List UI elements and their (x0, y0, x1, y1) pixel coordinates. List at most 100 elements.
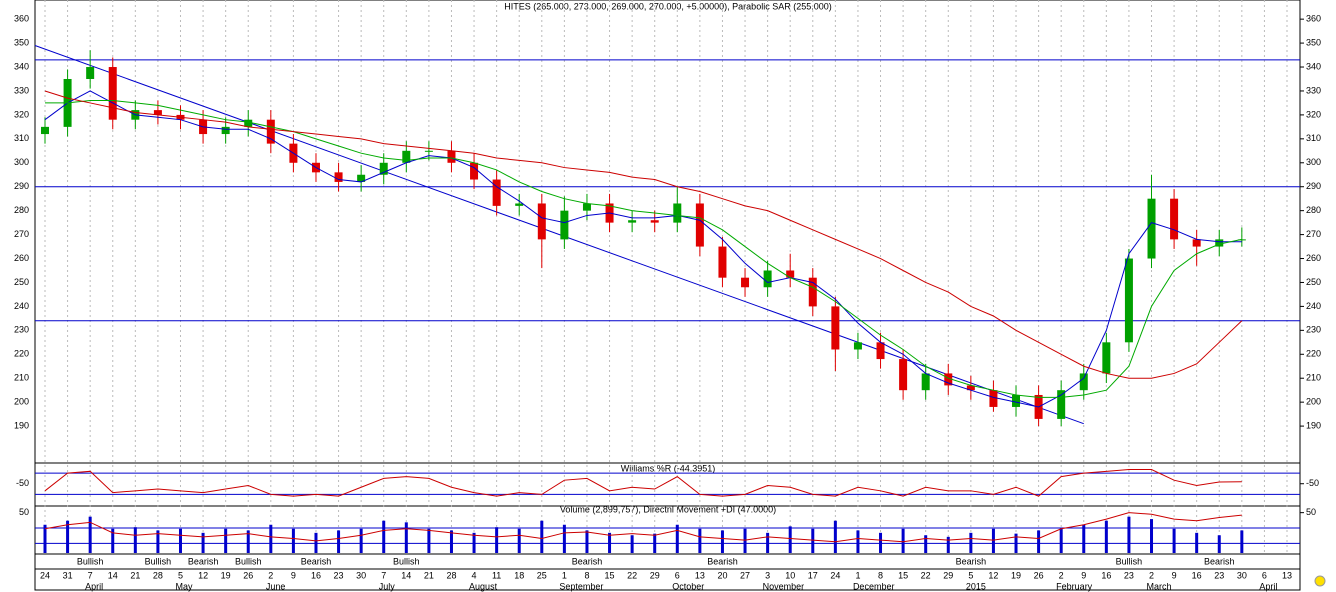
x-tick-label: 10 (785, 570, 795, 580)
volume-bar (1217, 535, 1221, 553)
volume-bar (946, 536, 950, 553)
x-tick-label: 12 (988, 570, 998, 580)
x-tick-label: 29 (650, 570, 660, 580)
candle-body (741, 277, 750, 288)
volume-bar (743, 528, 747, 553)
volume-bar (766, 532, 770, 553)
y-tick-label: 260 (14, 253, 29, 263)
y-tick-label-right: 310 (1306, 133, 1321, 143)
month-label: May (175, 581, 193, 591)
y-tick-label-right: 280 (1306, 205, 1321, 215)
candle-body (989, 390, 998, 407)
x-tick-label: 7 (88, 570, 93, 580)
candle-body (492, 179, 501, 206)
x-tick-label: 29 (943, 570, 953, 580)
volume-bar (675, 524, 679, 553)
candle-body (1170, 198, 1179, 240)
month-label: December (853, 581, 895, 591)
candle-body (944, 373, 953, 386)
y-tick-label-right: 230 (1306, 325, 1321, 335)
x-tick-label: 2 (268, 570, 273, 580)
status-icon (1314, 575, 1326, 587)
y-tick-label: 320 (14, 109, 29, 119)
volume-bar (653, 533, 657, 553)
x-tick-label: 24 (830, 570, 840, 580)
volume-bar (156, 530, 160, 553)
x-tick-label: 21 (130, 570, 140, 580)
x-tick-label: 4 (472, 570, 477, 580)
volume-bar (879, 532, 883, 553)
volume-bar (856, 530, 860, 553)
x-tick-label: 13 (1282, 570, 1292, 580)
x-tick-label: 11 (492, 570, 501, 580)
y-tick-label: 350 (14, 37, 29, 47)
candle-body (447, 150, 456, 163)
volume-bar (359, 528, 363, 553)
di-line (44, 512, 1242, 543)
x-tick-label: 23 (1214, 570, 1224, 580)
x-tick-label: 18 (514, 570, 524, 580)
volume-bar (1240, 530, 1244, 553)
volume-bar (382, 520, 386, 553)
signal-label: Bullish (1116, 556, 1143, 566)
volume-bar (1172, 528, 1176, 553)
volume-bar (66, 520, 70, 553)
candle-body (1147, 198, 1156, 259)
candle-body (853, 342, 862, 350)
y-tick-label: 190 (14, 420, 29, 430)
x-tick-label: 7 (381, 570, 386, 580)
month-label: February (1056, 581, 1093, 591)
x-tick-label: 16 (311, 570, 321, 580)
x-tick-label: 2 (1059, 570, 1064, 580)
x-tick-label: 27 (740, 570, 750, 580)
candle-body (537, 203, 546, 240)
volume-bar (585, 530, 589, 553)
y-tick-label: 300 (14, 157, 29, 167)
volume-bar (630, 535, 634, 553)
y-tick-label: 280 (14, 205, 29, 215)
month-label: September (559, 581, 603, 591)
volume-bar (608, 532, 612, 553)
y-tick-label: 240 (14, 301, 29, 311)
y-tick-label: 220 (14, 349, 29, 359)
williams-line (44, 469, 1242, 497)
volume-bar (314, 532, 318, 553)
candle-body (1102, 342, 1111, 374)
volume-bar (788, 526, 792, 553)
x-tick-label: 6 (1262, 570, 1267, 580)
candle-body (334, 172, 343, 182)
month-label: July (379, 581, 396, 591)
y-tick-label: 250 (14, 277, 29, 287)
x-tick-label: 22 (627, 570, 637, 580)
candle-body (650, 220, 659, 223)
candle-body (695, 203, 704, 247)
volume-bar (540, 520, 544, 553)
candle-body (673, 203, 682, 223)
x-tick-label: 15 (605, 570, 615, 580)
x-tick-label: 30 (1237, 570, 1247, 580)
month-label: October (672, 581, 704, 591)
volume-bar (833, 520, 837, 553)
x-tick-label: 9 (1172, 570, 1177, 580)
moving-average (44, 90, 1243, 379)
y-tick-label-right: 290 (1306, 181, 1321, 191)
volume-bar (1082, 524, 1086, 553)
candle-body (244, 119, 253, 127)
moving-average (45, 100, 1242, 398)
month-label: April (1259, 581, 1277, 591)
y-tick-label: 290 (14, 181, 29, 191)
volume-bar (991, 528, 995, 553)
signal-label: Bullish (77, 556, 104, 566)
month-label: March (1147, 581, 1172, 591)
x-tick-label: 17 (808, 570, 818, 580)
x-tick-label: 5 (178, 570, 183, 580)
signal-label: Bearish (1204, 556, 1235, 566)
candle-body (1215, 239, 1224, 247)
y-tick-label-right: 260 (1306, 253, 1321, 263)
x-tick-label: 26 (243, 570, 253, 580)
y-tick-label: 230 (14, 325, 29, 335)
volume-bar (1014, 533, 1018, 553)
volume-bar (201, 532, 205, 553)
candle-body (1124, 258, 1133, 343)
